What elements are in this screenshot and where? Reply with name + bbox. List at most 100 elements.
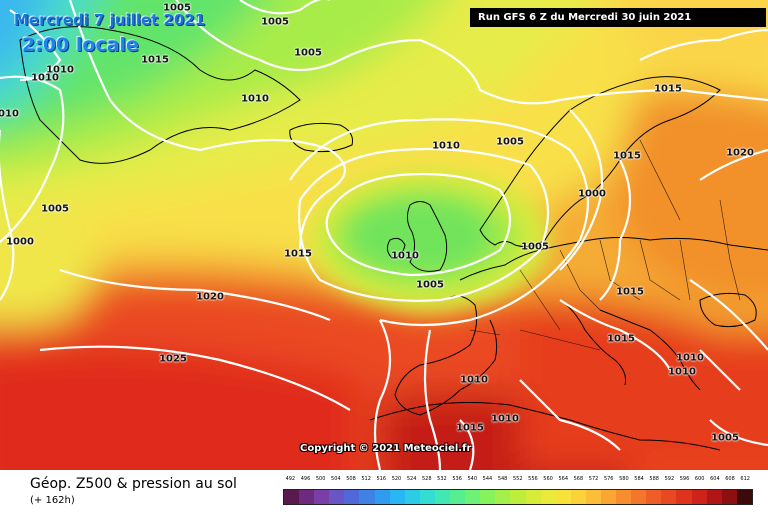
- legend-swatch: [344, 490, 360, 504]
- color-scale-bar: [283, 489, 753, 505]
- isobar-label: 1010: [46, 64, 74, 76]
- legend-swatch: [314, 490, 330, 504]
- legend-label: 512: [361, 476, 371, 482]
- isobar-label: 1000: [578, 188, 606, 200]
- legend-label: 580: [619, 476, 629, 482]
- legend-swatch: [736, 490, 752, 504]
- legend-label: 560: [543, 476, 553, 482]
- isobar-label: 1000: [6, 236, 34, 248]
- legend-label: 492: [285, 476, 296, 482]
- isobar-label: 1005: [163, 2, 191, 14]
- isobar-label: 1010: [668, 366, 696, 378]
- isobar-label: 1005: [294, 47, 322, 59]
- isobar-label: 1010: [241, 93, 269, 105]
- legend-label: 536: [452, 476, 462, 482]
- legend-labels: 492 496 500 504 508 512 516 520 524 528 532 536 540 5…: [283, 476, 753, 486]
- lead-time: (+ 162h): [30, 495, 75, 506]
- legend-label: 592: [664, 476, 675, 482]
- isobar-label: 1010: [676, 352, 704, 364]
- legend-swatch: [299, 490, 315, 504]
- legend-swatch: [555, 490, 571, 504]
- isobar-label: 1005: [41, 203, 69, 215]
- legend-swatch: [585, 490, 601, 504]
- legend-swatch: [525, 490, 541, 504]
- forecast-time-title: 2:00 locale: [22, 34, 139, 56]
- legend-label: 548: [497, 476, 508, 482]
- isobar-label: 1010: [432, 140, 460, 152]
- legend-swatch: [450, 490, 466, 504]
- legend-label: 516: [376, 476, 387, 482]
- legend-label: 508: [346, 476, 356, 482]
- legend-label: 540: [467, 476, 478, 482]
- map-svg: [0, 0, 768, 470]
- borders: [469, 139, 741, 351]
- isobar-label: 1005: [416, 279, 444, 291]
- isobar-label: 1015: [141, 54, 169, 66]
- legend-footer: Géop. Z500 & pression au sol (+ 162h) 49…: [0, 470, 768, 512]
- legend-label: 596: [679, 476, 690, 482]
- legend-label: 576: [603, 476, 614, 482]
- legend-swatch: [631, 490, 647, 504]
- legend-label: 500: [315, 476, 326, 482]
- legend-swatch: [691, 490, 707, 504]
- isobar-label: 1010: [491, 413, 519, 425]
- legend-label: 544: [482, 476, 493, 482]
- product-title: Géop. Z500 & pression au sol: [30, 476, 237, 492]
- legend-swatch: [646, 490, 662, 504]
- legend-swatch: [510, 490, 526, 504]
- legend-swatch: [374, 490, 390, 504]
- isobar-label: 1010: [460, 374, 488, 386]
- legend-swatch: [661, 490, 677, 504]
- isobar-label: 1020: [196, 291, 224, 303]
- legend-swatch: [676, 490, 692, 504]
- isobar-label: 1025: [159, 353, 187, 365]
- isobar-label: 1005: [261, 16, 289, 28]
- legend-label: 588: [649, 476, 659, 482]
- legend-label: 608: [725, 476, 735, 482]
- isobars: [0, 0, 768, 470]
- legend-label: 520: [391, 476, 402, 482]
- isobar-label: 1005: [711, 432, 739, 444]
- legend-swatch: [284, 490, 300, 504]
- legend-swatch: [495, 490, 511, 504]
- isobar-label: 1015: [607, 333, 635, 345]
- forecast-date-title: Mercredi 7 juillet 2021: [14, 11, 206, 29]
- legend-label: 528: [422, 476, 432, 482]
- legend-label: 604: [710, 476, 720, 482]
- model-run-banner: Run GFS 6 Z du Mercredi 30 juin 2021: [470, 8, 766, 27]
- legend-label: 612: [740, 476, 750, 482]
- legend-label: 600: [694, 476, 705, 482]
- legend-swatch: [419, 490, 435, 504]
- isobar-label: 1015: [616, 286, 644, 298]
- isobar-label: 1010: [391, 250, 419, 262]
- legend-label: 572: [588, 476, 599, 482]
- coastlines: [19, 26, 768, 451]
- legend-label: 532: [437, 476, 447, 482]
- isobar-label: 1015: [654, 83, 682, 95]
- legend-label: 496: [300, 476, 311, 482]
- legend-label: 564: [558, 476, 568, 482]
- legend-swatch: [389, 490, 405, 504]
- legend-label: 568: [573, 476, 584, 482]
- legend-swatch: [359, 490, 375, 504]
- isobar-label: 1015: [456, 422, 484, 434]
- legend-label: 524: [406, 476, 417, 482]
- isobar-label: 1010: [31, 72, 59, 84]
- legend-swatch: [329, 490, 345, 504]
- isobar-label: 1015: [613, 150, 641, 162]
- legend-label: 556: [528, 476, 538, 482]
- legend-swatch: [540, 490, 556, 504]
- legend-swatch: [616, 490, 632, 504]
- copyright-text: Copyright © 2021 Meteociel.fr: [300, 443, 472, 454]
- legend-label: 504: [331, 476, 341, 482]
- legend-swatch: [465, 490, 481, 504]
- isobar-label: 1010: [0, 108, 19, 120]
- legend-swatch: [721, 490, 737, 504]
- weather-map: 1005100510051015101010101010101010051015…: [0, 0, 768, 470]
- legend-label: 552: [512, 476, 523, 482]
- legend-swatch: [706, 490, 722, 504]
- legend-swatch: [404, 490, 420, 504]
- legend-swatch: [480, 490, 496, 504]
- isobar-label: 1020: [726, 147, 754, 159]
- legend-swatch: [600, 490, 617, 504]
